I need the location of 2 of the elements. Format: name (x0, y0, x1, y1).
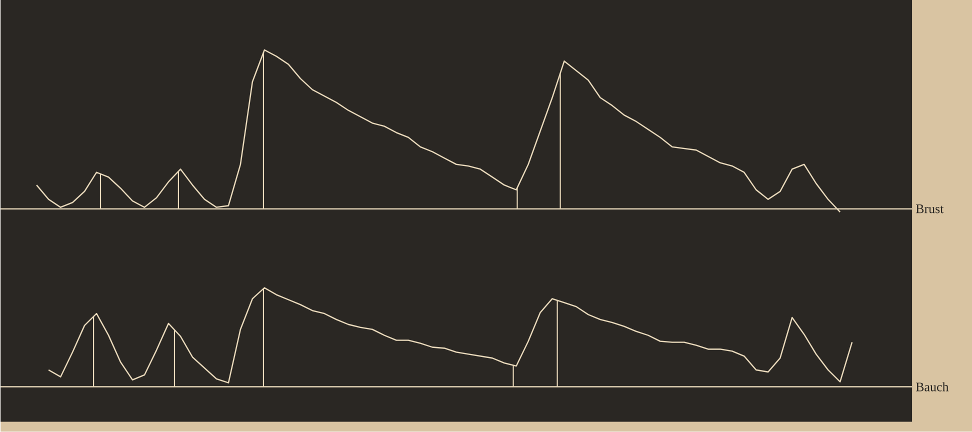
text: Bauch (916, 382, 949, 392)
text: Brust (916, 204, 944, 214)
